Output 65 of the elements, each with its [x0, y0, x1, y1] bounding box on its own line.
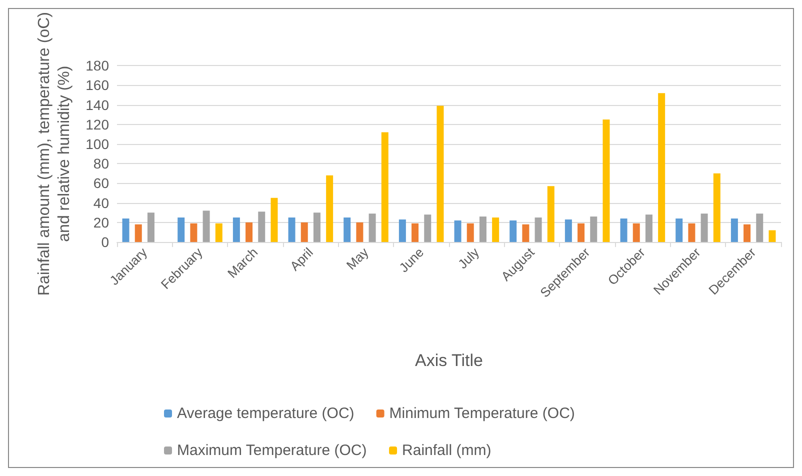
- bar: [398, 219, 406, 242]
- bar: [381, 132, 388, 242]
- bar: [744, 224, 751, 242]
- x-tick-label: July: [455, 244, 482, 272]
- y-tick-label: 140: [86, 96, 110, 113]
- bar: [645, 214, 652, 242]
- bar: [313, 212, 320, 242]
- bar: [232, 218, 240, 242]
- bar: [134, 224, 142, 242]
- y-tick-label: 0: [101, 234, 110, 250]
- bar: [246, 222, 253, 242]
- bar: [768, 230, 776, 242]
- y-tick-label: 80: [93, 156, 110, 172]
- y-tick-label: 180: [86, 58, 110, 74]
- bar: [620, 218, 628, 242]
- y-tick-label: 40: [93, 194, 110, 211]
- bar: [564, 219, 572, 242]
- bar: [713, 173, 720, 242]
- bar: [270, 198, 278, 242]
- bar: [202, 210, 210, 242]
- y-tick-label: 160: [86, 77, 110, 94]
- bar: [658, 93, 666, 242]
- bar: [215, 223, 222, 242]
- bar: [454, 220, 462, 242]
- bar: [547, 186, 554, 242]
- bar: [632, 223, 640, 242]
- bar: [344, 218, 351, 242]
- bar: [436, 106, 444, 242]
- y-axis-title: Rainfall amount (mm), temperature (oC) and relative humidity (%): [36, 12, 74, 296]
- y-tick-label: 20: [93, 214, 110, 230]
- bar: [356, 222, 364, 242]
- bar: [510, 220, 517, 242]
- bar: [424, 214, 432, 242]
- bar: [300, 222, 308, 242]
- bar: [288, 218, 296, 242]
- bar: [412, 223, 419, 242]
- bar: [368, 214, 376, 242]
- bar: [258, 212, 266, 242]
- y-tick-label: 60: [93, 175, 110, 192]
- legend-label: Minimum Temperature (OC): [389, 405, 575, 422]
- bar: [479, 216, 486, 242]
- bar: [688, 223, 696, 242]
- legend-label: Rainfall (mm): [402, 442, 492, 459]
- bar: [522, 224, 530, 242]
- bar: [730, 218, 738, 242]
- legend-label: Maximum Temperature (OC): [177, 442, 367, 459]
- bar: [122, 218, 130, 242]
- x-axis-title: Axis Title: [414, 351, 484, 370]
- bar: [190, 223, 198, 242]
- bar: [700, 214, 708, 242]
- legend-label: Average temperature (OC): [177, 405, 354, 422]
- bar: [590, 216, 598, 242]
- bar: [466, 223, 474, 242]
- bar: [676, 218, 683, 242]
- bar: [178, 218, 185, 242]
- bar: [492, 218, 500, 242]
- y-tick-label: 100: [86, 136, 110, 152]
- y-tick-label: 120: [86, 116, 110, 132]
- bar: [326, 175, 334, 242]
- bar: [756, 214, 764, 242]
- bar: [602, 120, 610, 242]
- x-tick-label: May: [343, 244, 372, 273]
- bar: [578, 223, 585, 242]
- bar: [147, 212, 154, 242]
- bar: [534, 218, 542, 242]
